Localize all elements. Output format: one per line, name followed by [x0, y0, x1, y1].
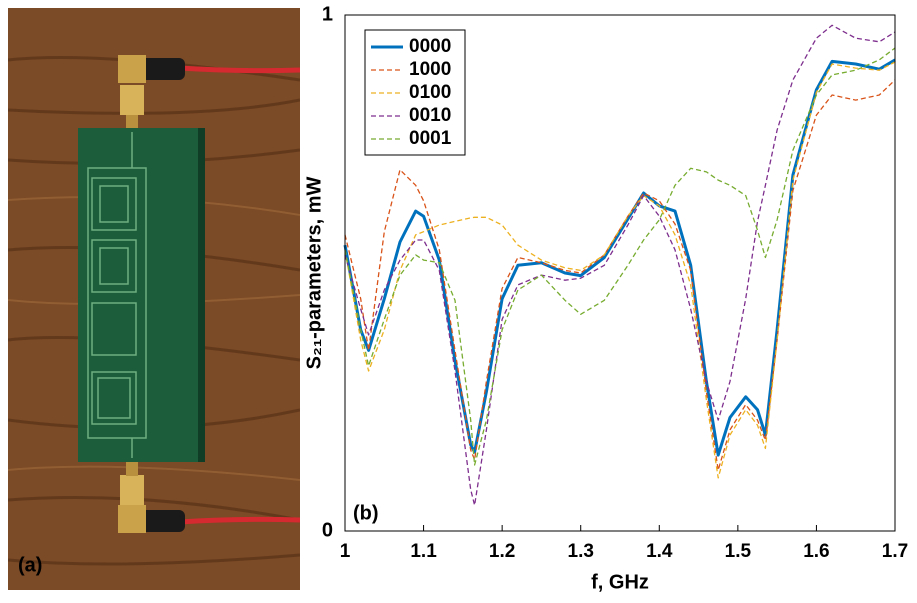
y-tick-label: 1	[322, 3, 333, 25]
y-tick-label: 0	[322, 519, 333, 541]
series-line	[343, 58, 896, 457]
x-tick-label: 1.3	[568, 541, 594, 562]
panel-label: (a)	[18, 554, 42, 576]
x-tick-label: 1.2	[489, 541, 515, 562]
x-tick-label: 1.4	[646, 541, 673, 562]
legend-label: 0010	[409, 105, 451, 126]
x-tick-label: 1.7	[882, 541, 908, 562]
legend-label: 0100	[409, 82, 451, 103]
series-line	[344, 61, 896, 479]
plot-frame	[344, 14, 896, 532]
panel-label: (b)	[353, 502, 379, 524]
x-tick-label: 1	[340, 541, 351, 562]
x-tick-label: 1.5	[725, 541, 752, 562]
y-axis-label: S₂₁-parameters, mW	[303, 176, 325, 369]
photo: (a)	[8, 8, 300, 590]
x-tick-label: 1.1	[410, 541, 437, 562]
legend-label: 0001	[409, 128, 452, 149]
legend-label: 0000	[409, 36, 451, 57]
series-line	[344, 24, 896, 506]
series-line	[344, 47, 896, 466]
x-axis-label: f, GHz	[591, 571, 649, 593]
legend-label: 1000	[409, 59, 451, 80]
x-tick-label: 1.6	[803, 541, 829, 562]
